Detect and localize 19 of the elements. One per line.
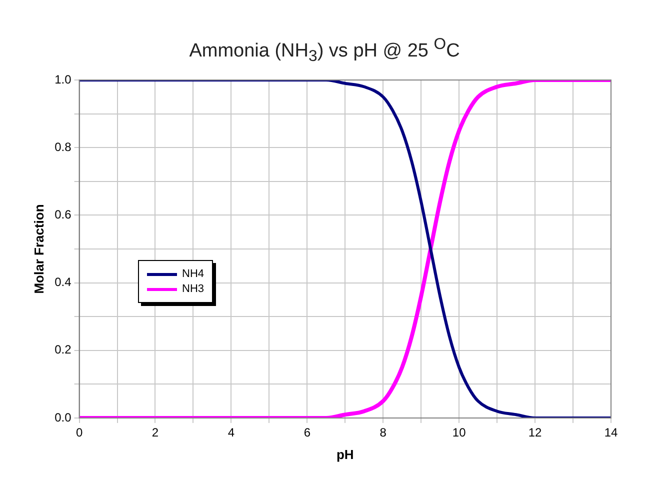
y-tick-label: 0.8 bbox=[54, 140, 72, 154]
x-tick-label: 4 bbox=[228, 426, 235, 440]
x-tick-label: 8 bbox=[380, 426, 387, 440]
y-axis-title: Molar Fraction bbox=[31, 204, 46, 294]
y-tick-label: 0.6 bbox=[54, 208, 72, 222]
x-tick-label: 14 bbox=[604, 426, 618, 440]
x-tick-label: 12 bbox=[528, 426, 542, 440]
x-tick-label: 10 bbox=[452, 426, 466, 440]
x-tick-label: 0 bbox=[76, 426, 83, 440]
legend-label: NH4 bbox=[182, 268, 204, 280]
y-tick-label: 1.0 bbox=[54, 72, 72, 86]
x-tick-label: 6 bbox=[304, 426, 311, 440]
y-tick-label: 0.2 bbox=[54, 342, 72, 357]
y-tick-label: 0.4 bbox=[54, 275, 72, 290]
chart-title: Ammonia (NH$_{3}$) vs pH @ 25 $^{O}$C bbox=[188, 36, 461, 66]
y-tick-label: 0.0 bbox=[54, 410, 72, 424]
x-tick-label: 2 bbox=[152, 426, 159, 440]
x-axis-title: pH bbox=[336, 446, 354, 462]
legend-label: NH3 bbox=[182, 283, 204, 295]
